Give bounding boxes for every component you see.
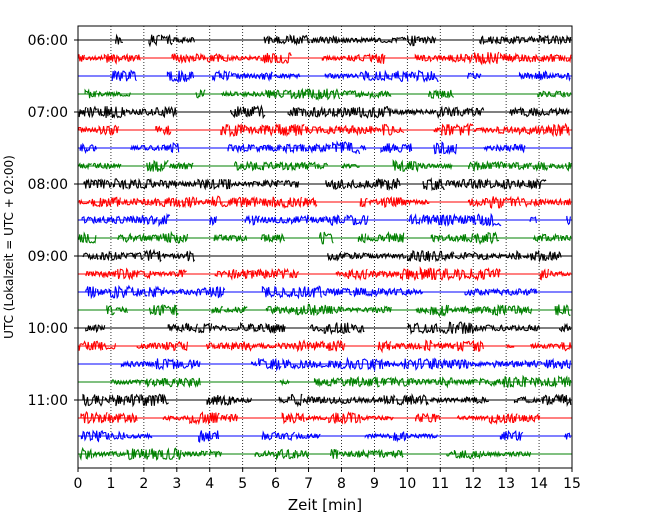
trace-0845	[78, 230, 572, 245]
trace-1100	[78, 392, 572, 408]
trace-1045	[78, 374, 572, 389]
trace-signal	[83, 177, 547, 192]
x-tick-label: 10	[398, 476, 416, 492]
trace-0700	[78, 104, 572, 120]
trace-signal	[84, 87, 572, 102]
trace-1030	[78, 356, 572, 372]
trace-signal	[78, 339, 572, 354]
trace-signal	[85, 284, 538, 300]
trace-signal	[79, 140, 526, 156]
trace-1145	[78, 446, 572, 461]
trace-0615	[77, 51, 572, 66]
trace-signal	[80, 429, 571, 444]
trace-1130	[78, 429, 572, 444]
trace-signal	[81, 212, 571, 228]
x-tick-label: 12	[464, 476, 482, 492]
trace-0815	[78, 195, 572, 209]
trace-signal	[78, 122, 570, 138]
trace-signal	[120, 356, 571, 372]
trace-signal	[115, 33, 572, 48]
trace-signal	[82, 392, 572, 408]
trace-1000	[78, 321, 572, 336]
trace-0730	[78, 140, 572, 156]
trace-signal	[106, 303, 571, 318]
trace-0915	[78, 266, 572, 282]
trace-0945	[78, 303, 572, 318]
trace-signal	[111, 69, 571, 84]
trace-1115	[78, 411, 572, 426]
x-axis: 0 1 2 3 4 5 6 7 8 9 10 11 12 13 14 15	[74, 468, 581, 492]
x-tick-label: 0	[74, 476, 83, 492]
seismic-traces	[77, 33, 572, 461]
trace-signal	[78, 230, 572, 245]
trace-0800	[78, 177, 572, 192]
trace-signal	[82, 248, 562, 263]
x-axis-label: Zeit [min]	[288, 496, 362, 514]
trace-signal	[80, 411, 541, 426]
x-tick-label: 9	[370, 476, 379, 492]
x-tick-label: 8	[337, 476, 346, 492]
x-tick-label: 5	[238, 476, 247, 492]
trace-signal	[85, 266, 571, 282]
trace-signal	[78, 159, 572, 173]
y-tick-label: 06:00	[28, 33, 68, 49]
x-tick-label: 4	[205, 476, 214, 492]
trace-signal	[77, 51, 572, 66]
trace-0745	[78, 159, 572, 173]
plot-frame	[77, 25, 573, 469]
trace-0645	[78, 87, 572, 102]
trace-0930	[78, 284, 572, 300]
trace-0630	[78, 69, 572, 84]
trace-signal	[110, 374, 572, 389]
x-tick-label: 6	[271, 476, 280, 492]
y-tick-label: 09:00	[28, 249, 68, 265]
y-axis: 06:00 07:00 08:00 09:00 10:00 11:00	[28, 33, 78, 409]
x-tick-label: 7	[304, 476, 313, 492]
trace-signal	[78, 104, 570, 120]
x-tick-label: 15	[563, 476, 581, 492]
x-tick-label: 14	[530, 476, 548, 492]
y-tick-label: 10:00	[28, 321, 68, 337]
y-tick-label: 07:00	[28, 105, 68, 121]
y-tick-label: 11:00	[28, 393, 68, 409]
y-axis-label: UTC (Lokalzeit = UTC + 02:00)	[2, 155, 16, 339]
x-tick-label: 13	[497, 476, 515, 492]
y-tick-label: 08:00	[28, 177, 68, 193]
trace-1015	[78, 339, 572, 354]
trace-signal	[79, 446, 532, 461]
trace-signal	[85, 321, 572, 336]
trace-0900	[78, 248, 572, 263]
x-tick-label: 2	[139, 476, 148, 492]
trace-0830	[78, 212, 572, 228]
trace-0600	[78, 33, 572, 48]
x-tick-label: 1	[106, 476, 115, 492]
x-tick-label: 3	[172, 476, 181, 492]
trace-signal	[78, 195, 572, 209]
x-tick-label: 11	[431, 476, 449, 492]
trace-0715	[78, 122, 572, 138]
